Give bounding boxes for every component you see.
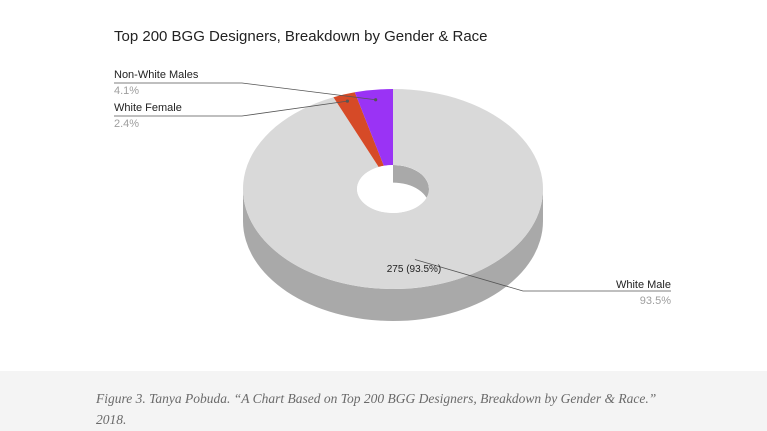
label-non-white-males: Non-White Males <box>114 69 199 81</box>
donut-side-walls <box>243 189 543 321</box>
callout-dot <box>345 99 349 103</box>
callout-lines <box>114 82 671 292</box>
chart-title: Top 200 BGG Designers, Breakdown by Gend… <box>114 28 488 45</box>
hole-wall <box>393 165 429 207</box>
side-white-male-1 <box>243 189 543 321</box>
pct-white-male: 93.5% <box>640 295 671 307</box>
callout-white-female <box>114 100 348 117</box>
pct-non-white-males: 4.1% <box>114 85 139 97</box>
callout-white-male <box>414 259 671 292</box>
label-white-female: White Female <box>114 102 182 114</box>
callout-dot <box>374 98 378 102</box>
caption-background <box>0 371 767 431</box>
pct-white-female: 2.4% <box>114 118 139 130</box>
label-white-male: White Male <box>616 279 671 291</box>
slice-non-white-males <box>354 89 393 166</box>
slice-white-male <box>243 89 544 289</box>
figure-caption: Figure 3. Tanya Pobuda. “A Chart Based o… <box>96 391 657 427</box>
donut-top-faces <box>243 89 544 289</box>
white-male-data-label: 275 (93.5%) <box>387 264 441 275</box>
callout-non-white-males <box>114 82 376 101</box>
donut-hole <box>357 165 429 213</box>
slice-white-female <box>333 92 384 167</box>
